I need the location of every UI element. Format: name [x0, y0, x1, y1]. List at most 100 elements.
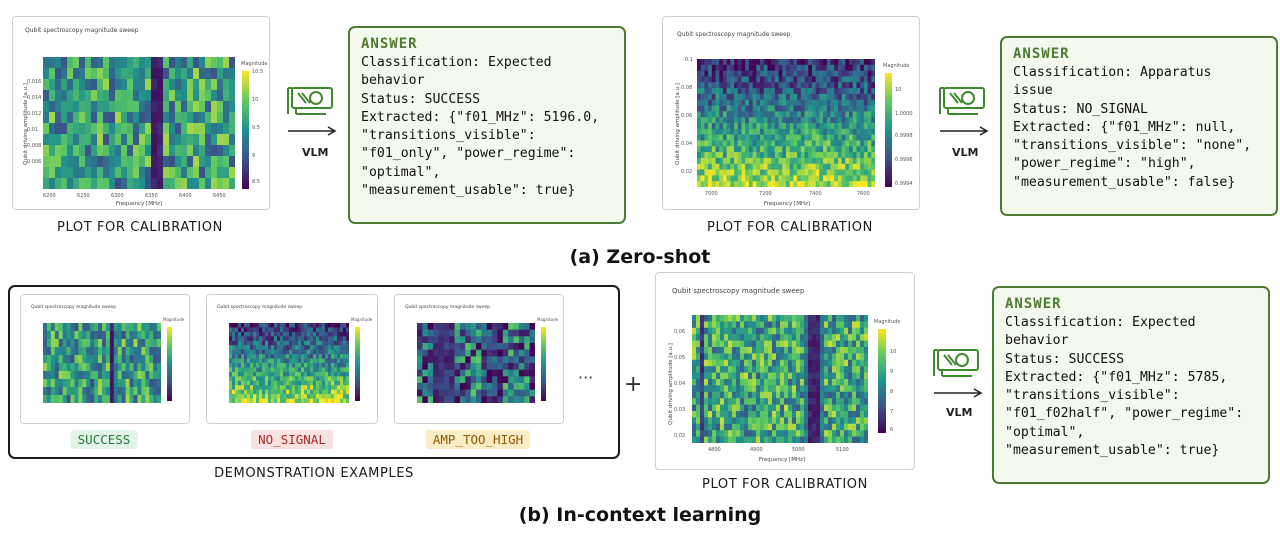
- heatmap-cell: [837, 82, 843, 89]
- heatmap-cell: [834, 59, 839, 66]
- heatmap-cell: [711, 59, 716, 66]
- heatmap-cell: [133, 331, 138, 340]
- heatmap-cell: [722, 175, 728, 182]
- heatmap-cell: [734, 82, 739, 89]
- heatmap-cell: [331, 389, 335, 395]
- heatmap-cell: [841, 175, 846, 182]
- heatmap-cell: [849, 175, 854, 182]
- heatmap-cell: [789, 146, 794, 153]
- heatmap-cell: [774, 123, 779, 130]
- heatmap-cell: [756, 372, 761, 380]
- heatmap-cell: [62, 363, 67, 372]
- heatmap-cell: [720, 372, 725, 380]
- heatmap-cell: [726, 99, 731, 106]
- heatmap-cell: [481, 383, 488, 391]
- heatmap-cell: [49, 112, 56, 124]
- heatmap-cell: [307, 336, 311, 342]
- heatmap-cell: [169, 178, 176, 189]
- heatmap-cell: [697, 163, 702, 170]
- heatmap-cell: [819, 140, 824, 147]
- heatmap-cell: [244, 398, 248, 403]
- heatmap-cell: [169, 68, 176, 80]
- heatmap-cell: [133, 395, 138, 403]
- heatmap-cell: [778, 169, 783, 176]
- heatmap-cell: [711, 128, 716, 136]
- heatmap-cell: [253, 327, 257, 333]
- heatmap-cell: [867, 134, 872, 141]
- heatmap-cell: [712, 411, 717, 418]
- heatmap-cell: [704, 88, 709, 95]
- heatmap-cell: [157, 57, 164, 69]
- heatmap-cell: [724, 340, 729, 348]
- heatmap-cell: [115, 112, 122, 124]
- heatmap-cell: [113, 371, 119, 380]
- heatmap-cell: [756, 411, 761, 418]
- heatmap-cell: [149, 363, 154, 372]
- heatmap-cell: [756, 93, 761, 101]
- heatmap-cell: [820, 366, 825, 373]
- heatmap-cell: [427, 343, 434, 351]
- heatmap-cell: [121, 90, 128, 102]
- heatmap-cell: [856, 436, 861, 443]
- heatmap-cell: [313, 389, 317, 395]
- heatmap-cell: [748, 134, 754, 141]
- heatmap-cell: [834, 134, 839, 141]
- heatmap-cell: [824, 334, 829, 341]
- heatmap-cell: [280, 380, 284, 386]
- heatmap-cell: [697, 76, 702, 83]
- heatmap-cell: [704, 140, 709, 147]
- heatmap-cell: [268, 394, 272, 399]
- heatmap-cell: [730, 59, 735, 66]
- heatmap-cell: [860, 321, 865, 329]
- heatmap-cell: [346, 363, 349, 368]
- heatmap-cell: [811, 181, 817, 187]
- x-tick: 5000: [792, 447, 805, 453]
- heatmap-cell: [49, 156, 56, 168]
- heatmap-cell: [277, 380, 281, 386]
- heatmap-cell: [486, 369, 493, 377]
- heatmap-cell: [793, 93, 798, 101]
- heatmap-cell: [722, 59, 728, 66]
- heatmap-cell: [744, 404, 749, 412]
- heatmap-cell: [764, 379, 769, 386]
- heatmap-cell: [852, 93, 857, 101]
- heatmap-cell: [310, 385, 314, 391]
- heatmap-cell: [137, 331, 142, 340]
- heatmap-cell: [748, 430, 753, 437]
- heatmap-cell: [767, 146, 772, 153]
- heatmap-cell: [864, 385, 868, 393]
- heatmap-cell: [772, 340, 777, 348]
- heatmap-cell: [283, 380, 287, 386]
- heatmap-cell: [340, 323, 344, 328]
- heatmap-cell: [730, 117, 735, 124]
- heatmap-cell: [719, 76, 724, 83]
- heatmap-cell: [780, 391, 785, 399]
- heatmap-cell: [343, 354, 347, 359]
- heatmap-cell: [502, 363, 509, 371]
- heatmap-cell: [780, 347, 785, 354]
- heatmap-cell: [319, 371, 323, 377]
- heatmap-cell: [704, 146, 709, 153]
- heatmap-cell: [103, 167, 110, 179]
- x-tick: 7000: [705, 191, 718, 197]
- heatmap-cell: [860, 123, 865, 130]
- heatmap-cell: [778, 76, 783, 83]
- heatmap-cell: [719, 117, 724, 124]
- heatmap-cell: [756, 88, 761, 95]
- heatmap-cell: [121, 156, 128, 168]
- heatmap-cell: [529, 329, 535, 337]
- heatmap-cell: [760, 128, 765, 136]
- heatmap-cell: [848, 359, 853, 367]
- heatmap-cell: [692, 385, 697, 393]
- heatmap-cell: [97, 178, 104, 189]
- heatmap-cell: [736, 379, 741, 386]
- heatmap-cell: [726, 105, 731, 112]
- heatmap-cell: [808, 411, 813, 418]
- heatmap-cell: [459, 396, 466, 403]
- heatmap-cell: [502, 383, 509, 391]
- heatmap-cell: [752, 93, 757, 101]
- heatmap-cell: [856, 327, 861, 335]
- heatmap-cell: [524, 356, 531, 364]
- heatmap-cell: [719, 181, 724, 187]
- heatmap-cell: [262, 354, 266, 359]
